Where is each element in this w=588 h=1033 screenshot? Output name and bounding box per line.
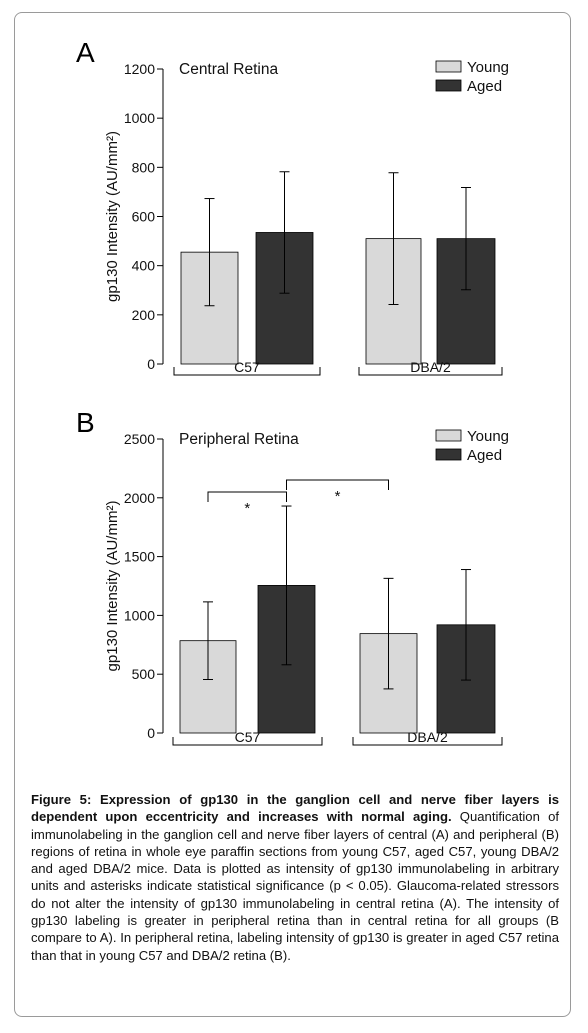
figure-charts: A Central Retina 0 200 400 600 800 1000 1200 gp13… [76,37,509,746]
panel-a-legend-swatch-young [435,60,462,73]
panel-b-y-tick-label: 2500 [124,431,155,447]
panel-b-y-tick-label: 1000 [124,607,155,623]
panel-b-y-tick-label: 0 [147,725,155,741]
panel-a-legend-label-young: Young [467,59,509,76]
panel-a-y-tick-label: 1000 [124,110,155,126]
panel-a-y-tick-label: 600 [132,209,156,225]
panel-a-y-tick-label: 1200 [124,61,155,77]
panel-a-legend-label-aged: Aged [467,78,502,95]
panel-b-y-label: gp130 Intensity (AU/mm²) [104,501,121,672]
panel-a-y-tick-label: 0 [147,356,155,372]
panel-b-significance-label: * [244,500,250,517]
panel-a-y-tick-label: 400 [132,258,156,274]
panel-b-letter: B [76,407,95,438]
panel-b-legend-swatch-young [435,429,462,442]
caption-body: Quantification of immunolabeling in the … [31,809,559,963]
panel-a-title: Central Retina [179,61,278,78]
panel-b-group-bracket [352,737,503,746]
panel-a-legend-swatch-aged [435,79,462,92]
caption-title: Figure 5: Expression of gp130 in the gan… [31,792,559,825]
figure-caption: Figure 5: Expression of gp130 in the gan… [31,791,559,964]
panel-a-group-bracket [358,367,503,376]
panel-b-group-label: DBA/2 [407,729,448,745]
panel-a-y-tick-label: 200 [132,307,156,323]
panel-b-significance-label: * [335,488,341,505]
panel-b-y-tick-label: 2000 [124,490,155,506]
panel-a-group-label: C57 [234,359,260,375]
panel-b-legend-label-young: Young [467,428,509,445]
panel-b-y-tick-label: 1500 [124,549,155,565]
panel-a-group-bracket [173,367,321,376]
panel-b-y-tick-label: 500 [132,666,156,682]
panel-b-legend-swatch-aged [435,448,462,461]
panel-b-group-label: C57 [235,729,261,745]
panel-a-y-tick-label: 800 [132,159,156,175]
panel-b-significance-bracket [207,491,287,502]
figure-frame [14,12,571,1017]
panel-b-legend-label-aged: Aged [467,447,502,464]
panel-a-group-label: DBA/2 [410,359,451,375]
panel-b-group-bracket [172,737,323,746]
panel-b-significance-bracket [286,479,389,490]
panel-b-title: Peripheral Retina [179,431,299,448]
panel-a-y-label: gp130 Intensity (AU/mm²) [104,131,121,302]
panel-a-letter: A [76,37,95,68]
